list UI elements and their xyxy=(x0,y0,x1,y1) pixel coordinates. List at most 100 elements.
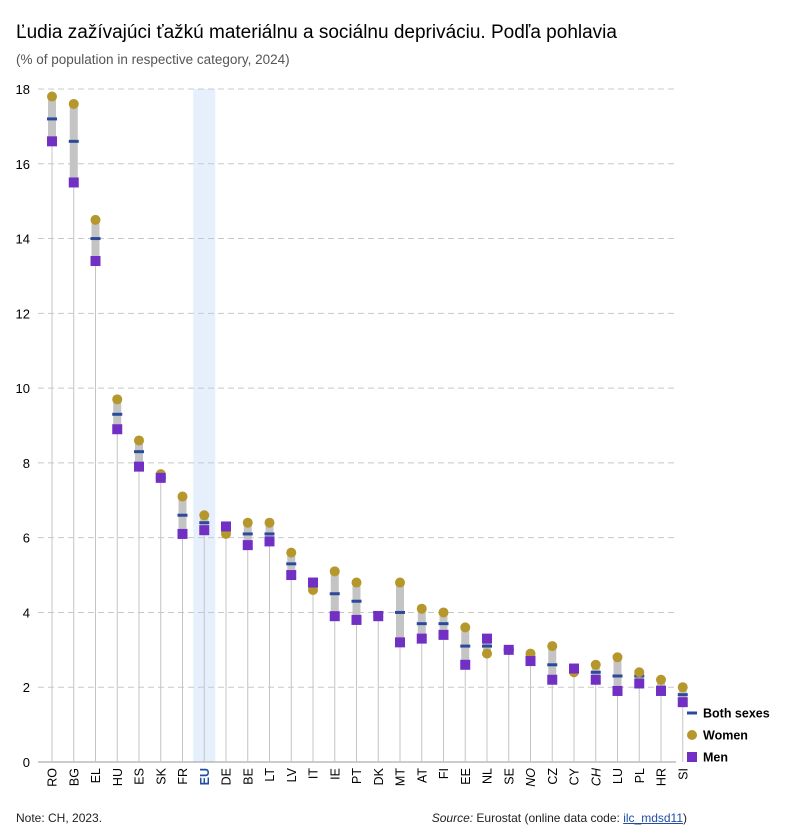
both-sexes-marker xyxy=(68,139,79,143)
y-tick-label: 6 xyxy=(23,531,30,546)
men-marker xyxy=(68,177,79,188)
x-tick-label: SE xyxy=(502,768,516,785)
both-sexes-marker xyxy=(264,532,275,536)
men-marker xyxy=(525,656,536,667)
both-sexes-marker xyxy=(351,599,362,603)
both-sexes-marker xyxy=(590,670,601,674)
source-label: Source: xyxy=(431,811,474,825)
women-marker xyxy=(677,682,688,693)
men-marker xyxy=(590,674,601,685)
x-tick-label: IE xyxy=(328,768,342,780)
men-marker xyxy=(155,472,166,483)
both-sexes-marker xyxy=(112,412,123,416)
men-marker xyxy=(199,525,210,536)
legend-men-label: Men xyxy=(703,751,728,765)
source-code-link[interactable]: ilc_mdsd11 xyxy=(623,811,683,825)
women-marker xyxy=(547,641,558,652)
chart-subtitle: (% of population in respective category,… xyxy=(16,52,290,67)
men-marker xyxy=(612,685,623,696)
x-tick-label: SK xyxy=(154,767,168,784)
x-tick-label: RO xyxy=(46,768,60,787)
legend-both-sexes-marker xyxy=(687,711,697,715)
x-tick-label: CY xyxy=(568,767,582,785)
women-marker xyxy=(482,648,492,659)
both-sexes-marker xyxy=(482,644,492,648)
footer-note: Note: CH, 2023. xyxy=(16,811,103,825)
men-marker xyxy=(677,697,688,708)
men-marker xyxy=(351,614,362,625)
men-marker xyxy=(395,637,405,648)
source-end: ) xyxy=(683,811,687,825)
range-bar xyxy=(265,522,274,542)
x-tick-label: PL xyxy=(633,768,647,783)
x-tick-label: LV xyxy=(285,767,299,782)
legend-women-marker xyxy=(687,730,697,740)
legend-both-sexes-label: Both sexes xyxy=(703,707,770,721)
women-marker xyxy=(351,577,362,588)
both-sexes-marker xyxy=(460,644,471,648)
x-tick-label: CH xyxy=(589,767,603,786)
men-marker xyxy=(90,255,101,266)
men-marker xyxy=(373,611,384,622)
women-marker xyxy=(416,603,427,614)
both-sexes-marker xyxy=(329,592,340,596)
men-marker xyxy=(416,633,427,644)
both-sexes-marker xyxy=(177,513,188,517)
men-marker xyxy=(221,521,231,532)
both-sexes-marker xyxy=(134,450,144,454)
x-tick-label: PT xyxy=(350,768,364,784)
y-tick-label: 0 xyxy=(23,755,30,770)
source-text: Eurostat (online data code: xyxy=(473,811,624,825)
y-tick-label: 4 xyxy=(23,605,30,620)
women-marker xyxy=(242,517,253,528)
range-bar xyxy=(635,672,644,684)
men-marker xyxy=(569,663,579,674)
y-tick-label: 18 xyxy=(16,82,30,97)
eu-highlight-band xyxy=(193,89,216,762)
x-tick-label: HR xyxy=(655,768,669,786)
y-tick-label: 14 xyxy=(16,232,30,247)
x-tick-label: IT xyxy=(307,768,321,779)
chart-title: Ľudia zažívajúci ťažkú materiálnu a soci… xyxy=(16,22,617,43)
men-marker xyxy=(112,424,123,435)
legend-women-label: Women xyxy=(703,729,748,743)
both-sexes-marker xyxy=(199,521,210,525)
x-tick-label: EL xyxy=(89,768,103,783)
men-marker xyxy=(242,540,253,551)
x-tick-label: CZ xyxy=(546,768,560,785)
women-marker xyxy=(68,98,79,109)
men-marker xyxy=(134,461,144,472)
women-marker xyxy=(634,667,645,678)
men-marker xyxy=(264,536,275,547)
x-tick-label: EE xyxy=(459,768,473,785)
x-tick-label: EU xyxy=(198,768,212,785)
men-marker xyxy=(329,611,340,622)
y-tick-label: 2 xyxy=(23,680,30,695)
women-marker xyxy=(264,517,275,528)
women-marker xyxy=(590,659,601,670)
x-tick-label: BE xyxy=(241,768,255,785)
men-marker xyxy=(656,685,666,696)
x-tick-label: ES xyxy=(133,768,147,785)
men-marker xyxy=(503,644,514,655)
x-tick-label: LT xyxy=(263,768,277,782)
women-marker xyxy=(329,566,340,577)
women-marker xyxy=(438,607,449,618)
women-marker xyxy=(286,547,297,558)
range-bar xyxy=(135,440,143,467)
both-sexes-marker xyxy=(677,693,688,697)
x-tick-label: DK xyxy=(372,767,386,785)
y-tick-label: 12 xyxy=(16,306,30,321)
both-sexes-marker xyxy=(90,237,101,241)
x-tick-label: BG xyxy=(67,768,81,786)
women-marker xyxy=(47,91,57,102)
both-sexes-marker xyxy=(438,622,449,626)
both-sexes-marker xyxy=(547,663,558,667)
y-tick-label: 8 xyxy=(23,456,30,471)
x-tick-label: FR xyxy=(176,768,190,785)
men-marker xyxy=(286,570,297,581)
men-marker xyxy=(482,633,492,644)
men-marker xyxy=(177,528,188,539)
men-marker xyxy=(547,674,558,685)
x-tick-label: HU xyxy=(111,768,125,786)
